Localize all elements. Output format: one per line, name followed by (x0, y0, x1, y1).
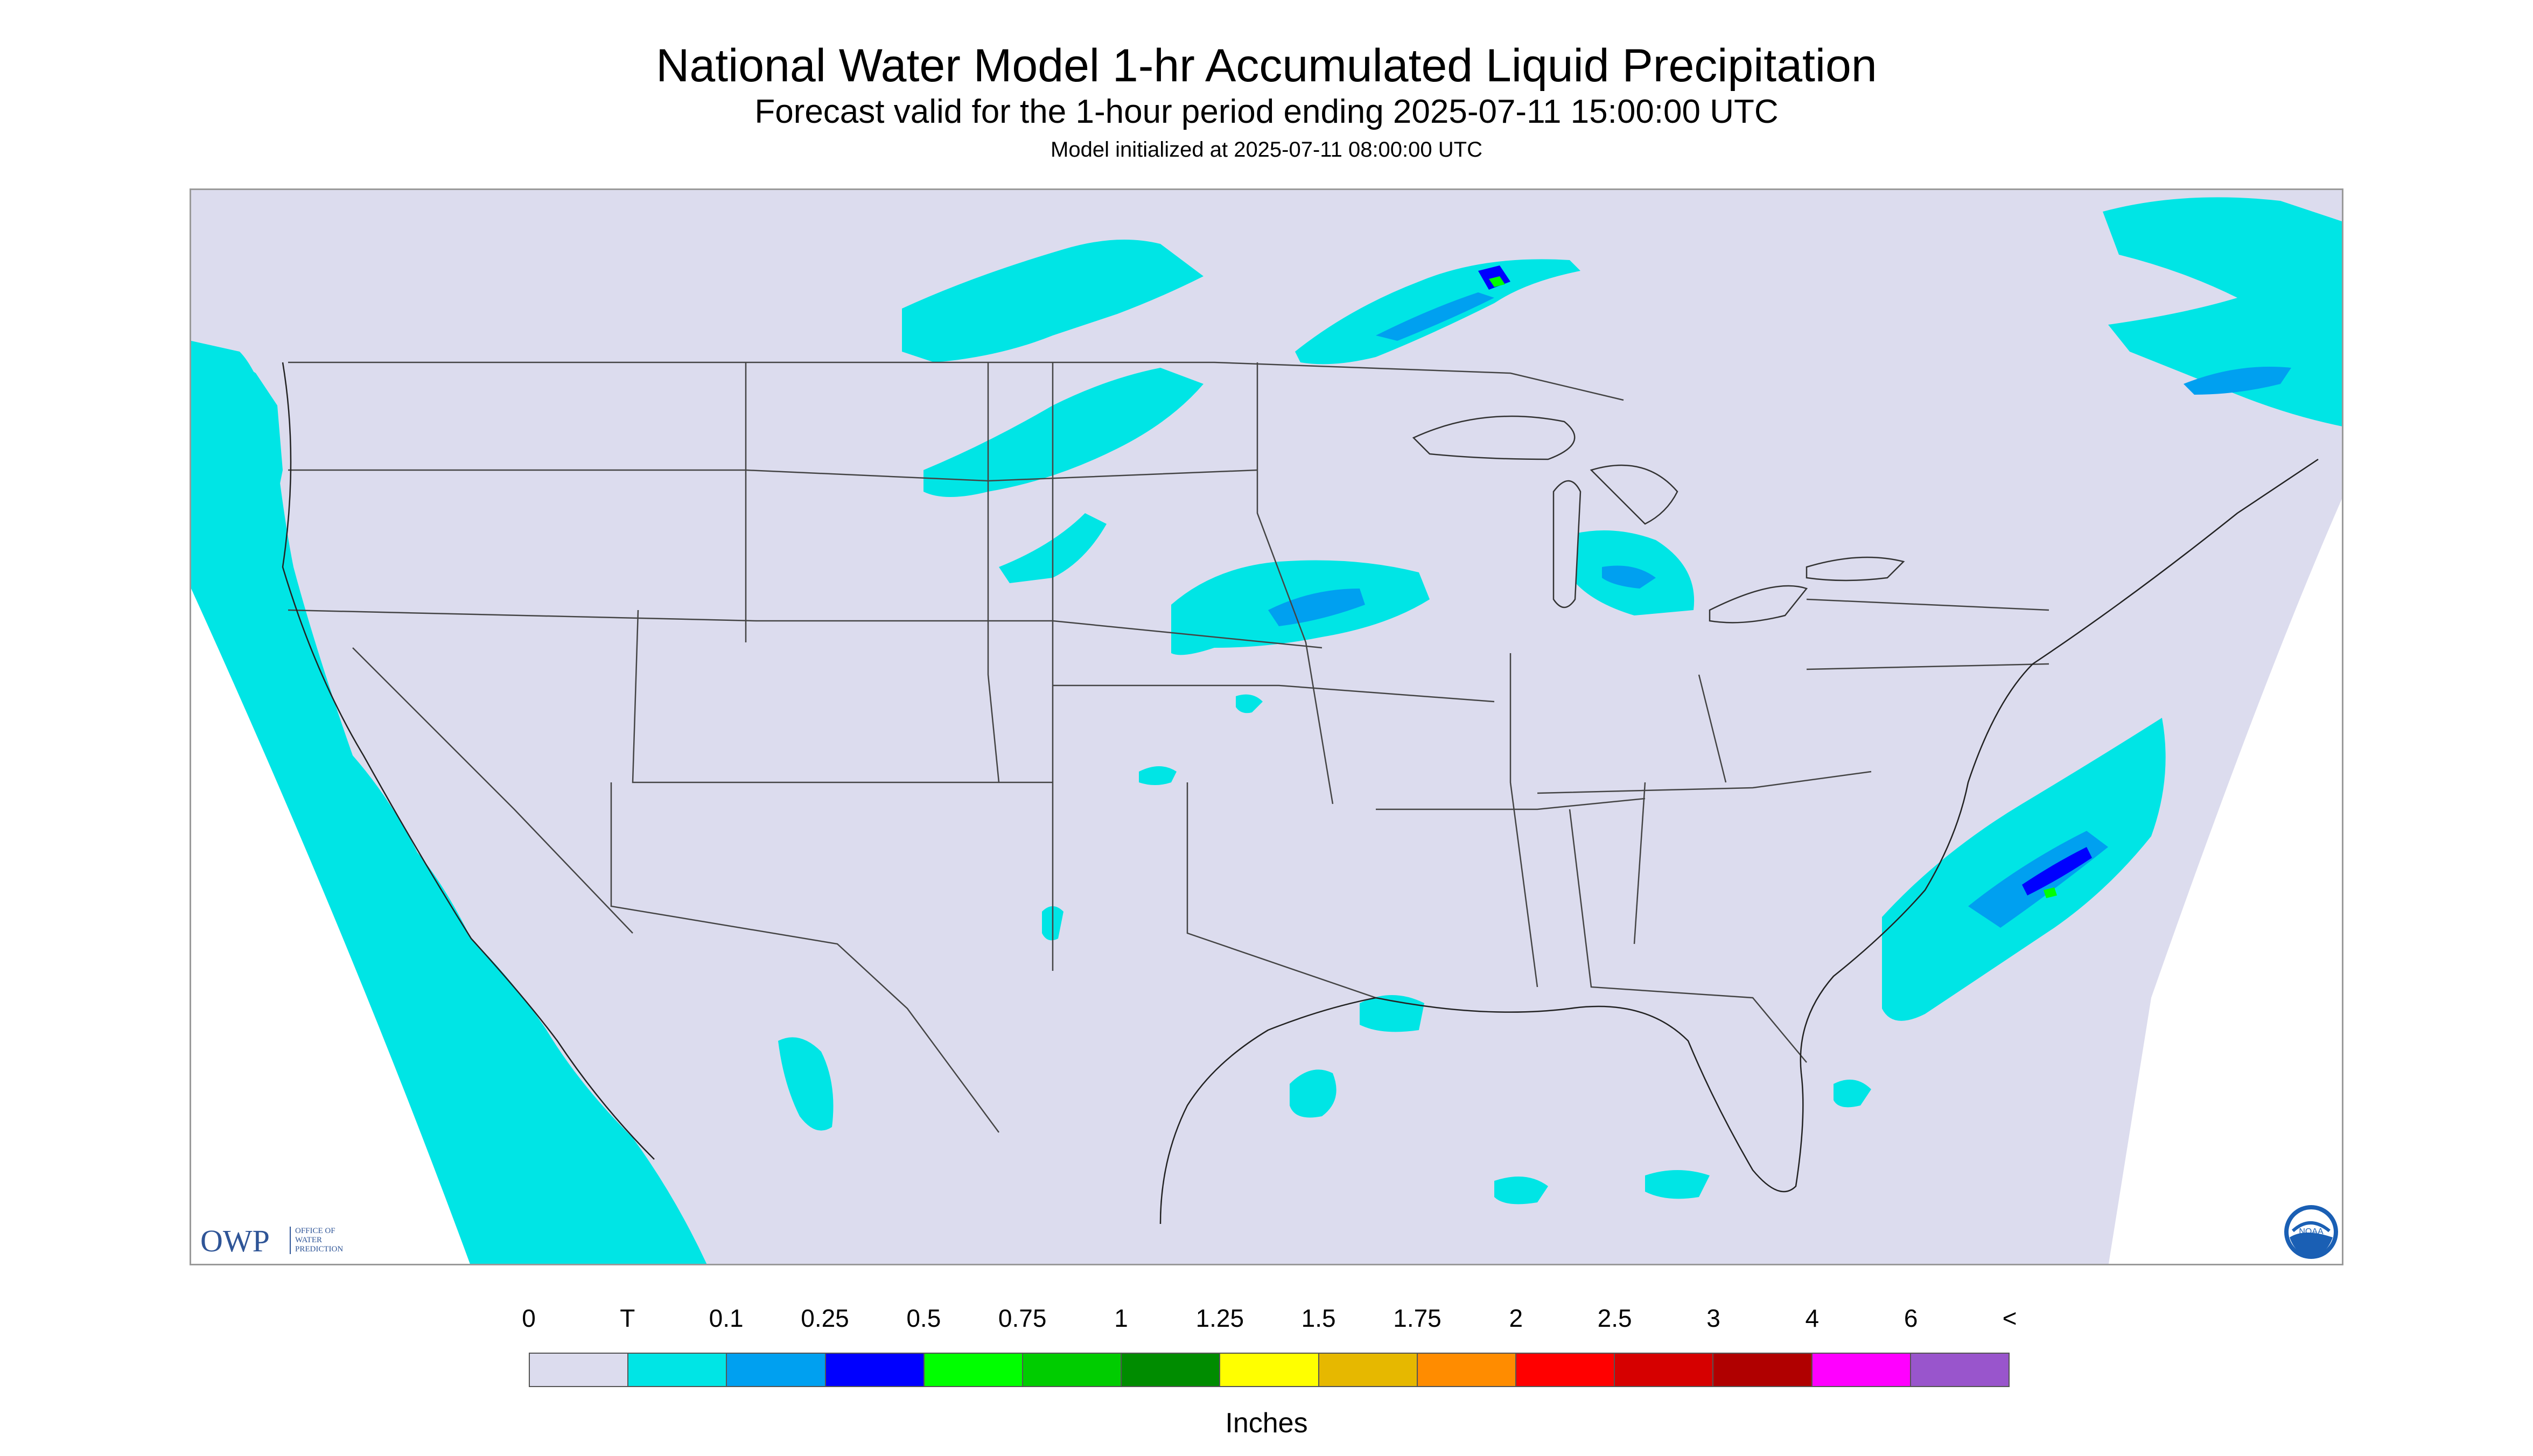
legend-swatch (1812, 1354, 1911, 1386)
legend-label: 6 (1904, 1304, 1918, 1332)
legend-swatch (1911, 1354, 2009, 1386)
owp-logo-text: OFFICE OF WATER PREDICTION (290, 1227, 343, 1254)
legend-label: 4 (1805, 1304, 1820, 1332)
state-boundaries (288, 361, 2049, 1133)
legend-swatch (924, 1354, 1024, 1386)
legend-units: Inches (1225, 1408, 1308, 1439)
color-legend-bar (529, 1353, 2010, 1387)
ontario-precip-core (1376, 292, 1494, 341)
legend-swatch (727, 1354, 826, 1386)
legend-swatch (1615, 1354, 1714, 1386)
legend-swatch (1220, 1354, 1319, 1386)
legend-labels: 0 T 0.1 0.25 0.5 0.75 1 1.25 1.5 1.75 2 2.5 3 4 6 < (0, 1303, 2533, 1335)
map-canvas (191, 190, 2342, 1264)
legend-swatch (1516, 1354, 1615, 1386)
legend-label: 1.75 (1393, 1304, 1442, 1332)
legend-swatch (530, 1354, 629, 1386)
coastlines (282, 362, 2319, 1224)
southwest-precip-cells (778, 694, 1263, 1131)
forecast-valid-subtitle: Forecast valid for the 1-hour period end… (754, 93, 1779, 130)
legend-swatch (1122, 1354, 1221, 1386)
model-init-line: Model initialized at 2025-07-11 08:00:00… (1051, 138, 1482, 162)
legend-label: 2 (1509, 1304, 1523, 1332)
legend-label: T (620, 1304, 635, 1332)
canada-plains-precip (902, 240, 1203, 362)
legend-label: 0.25 (801, 1304, 849, 1332)
legend-swatch (628, 1354, 727, 1386)
dakota-precip (923, 368, 1203, 497)
precipitation-map (190, 188, 2343, 1265)
atlantic-precip-heavy (2022, 847, 2092, 895)
legend-label: 3 (1706, 1304, 1720, 1332)
legend-label: 1.25 (1195, 1304, 1244, 1332)
owp-logo-letters: OWP (200, 1223, 270, 1258)
legend-label: 0 (522, 1304, 536, 1332)
legend-label: 0.1 (709, 1304, 744, 1332)
legend-swatch (1713, 1354, 1813, 1386)
model-domain (191, 190, 2342, 1264)
legend-label: 1.5 (1301, 1304, 1336, 1332)
midwest-precip-core (1268, 589, 1365, 626)
legend-swatch (1417, 1354, 1517, 1386)
noaa-logo-text: NOAA (2299, 1227, 2324, 1236)
owp-logo: OWP OFFICE OF WATER PREDICTION (200, 1222, 378, 1260)
legend-label: 0.5 (906, 1304, 941, 1332)
legend-label: < (2002, 1304, 2017, 1332)
legend-swatch (1319, 1354, 1418, 1386)
map-title: National Water Model 1-hr Accumulated Li… (656, 40, 1877, 92)
legend-swatch (1023, 1354, 1122, 1386)
quebec-precip-core (2184, 367, 2291, 395)
legend-label: 1 (1114, 1304, 1128, 1332)
legend-swatch (825, 1354, 925, 1386)
legend-label: 0.75 (998, 1304, 1047, 1332)
nw-coast-precip (191, 352, 283, 578)
legend-label: 2.5 (1597, 1304, 1632, 1332)
michigan-precip-core (1602, 565, 1656, 589)
atlantic-precip-peak (2044, 887, 2057, 898)
noaa-logo-icon: NOAA (2283, 1204, 2339, 1260)
great-lakes (1412, 415, 1905, 624)
ontario-precip-peak (1489, 276, 1505, 287)
